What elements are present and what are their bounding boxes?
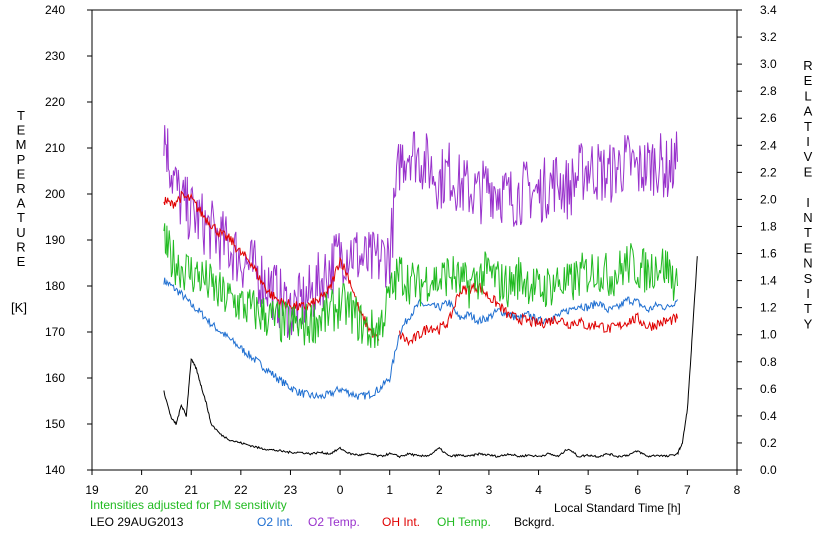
y-axis-left: 140 150 160 170 180 190 200 210 220 230 240 <box>45 3 92 477</box>
x-tick-label: 19 <box>85 483 99 497</box>
y-right-tick-label: 0.2 <box>760 436 777 450</box>
y-right-label-letter: N <box>803 256 812 271</box>
x-tick-label: 7 <box>684 483 691 497</box>
y-left-tick-label: 200 <box>45 187 65 201</box>
y-right-tick-label: 0.8 <box>760 355 777 369</box>
x-axis-title: Local Standard Time [h] <box>554 501 681 515</box>
y-axis-left-unit: [K] <box>11 300 27 315</box>
y-left-label-letter: M <box>16 137 27 152</box>
legend-oh-int: OH Int. <box>382 515 421 529</box>
y-right-tick-label: 2.8 <box>760 84 777 98</box>
y-right-tick-label: 1.0 <box>760 328 777 342</box>
y-right-label-letter: L <box>804 88 811 103</box>
x-tick-label: 23 <box>284 483 298 497</box>
x-tick-label: 2 <box>436 483 443 497</box>
y-left-label-letter: E <box>17 166 26 181</box>
series-line-o2-temp <box>163 125 678 338</box>
legend-bckgrd: Bckgrd. <box>514 515 555 529</box>
y-right-label-letter: E <box>804 73 813 88</box>
y-right-label-letter: Y <box>804 316 813 331</box>
x-tick-label: 3 <box>486 483 493 497</box>
y-axis-right: 0.0 0.2 0.4 0.6 0.8 1.0 1.2 1.4 1.6 1.8 2.0 2.2 2.4 2… <box>737 3 777 477</box>
x-tick-label: 0 <box>337 483 344 497</box>
y-left-label-letter: E <box>17 123 26 138</box>
series-layer <box>163 125 698 459</box>
y-right-tick-label: 1.2 <box>760 301 777 315</box>
x-tick-label: 8 <box>734 483 741 497</box>
y-right-label-letter: V <box>804 149 813 164</box>
y-right-label-letter: A <box>804 104 813 119</box>
y-right-tick-label: 3.2 <box>760 30 777 44</box>
y-left-tick-label: 150 <box>45 417 65 431</box>
y-right-tick-label: 1.4 <box>760 274 777 288</box>
x-tick-label: 6 <box>634 483 641 497</box>
y-right-tick-label: 0.0 <box>760 463 777 477</box>
y-left-label-letter: E <box>17 254 26 269</box>
y-right-label-letter: T <box>804 225 812 240</box>
y-left-label-letter: P <box>17 152 26 167</box>
y-right-tick-label: 2.0 <box>760 192 777 206</box>
y-right-label-letter: E <box>804 240 813 255</box>
y-left-label-letter: A <box>17 196 26 211</box>
y-right-tick-label: 2.2 <box>760 165 777 179</box>
series-line-oh-int <box>399 282 678 347</box>
x-tick-label: 22 <box>234 483 248 497</box>
y-left-label-letter: U <box>16 225 25 240</box>
x-axis: 19 20 21 22 23 0 1 2 3 4 5 6 7 8 <box>85 470 741 497</box>
y-right-label-letter: I <box>806 286 810 301</box>
series-line-o2-int <box>163 277 678 400</box>
y-left-label-letter: T <box>17 108 25 123</box>
legend-oh-temp: OH Temp. <box>437 515 491 529</box>
legend-o2-int: O2 Int. <box>257 515 294 529</box>
y-left-label-letter: T <box>17 210 25 225</box>
y-left-label-letter: R <box>16 181 25 196</box>
y-right-label-letter: I <box>806 195 810 210</box>
y-right-label-letter: S <box>804 271 813 286</box>
x-tick-label: 5 <box>585 483 592 497</box>
series-line-oh-int <box>163 190 380 341</box>
x-tick-label: 20 <box>135 483 149 497</box>
y-left-tick-label: 140 <box>45 463 65 477</box>
y-right-label-letter: T <box>804 119 812 134</box>
series-line-bckgrd <box>163 256 698 459</box>
y-left-tick-label: 190 <box>45 233 65 247</box>
y-right-tick-label: 2.6 <box>760 111 777 125</box>
y-right-tick-label: 0.6 <box>760 382 777 396</box>
y-left-tick-label: 230 <box>45 49 65 63</box>
y-left-tick-label: 220 <box>45 95 65 109</box>
y-right-tick-label: 1.8 <box>760 219 777 233</box>
x-tick-label: 21 <box>185 483 199 497</box>
y-left-tick-label: 210 <box>45 141 65 155</box>
y-right-label-letter: T <box>804 301 812 316</box>
y-right-tick-label: 0.4 <box>760 409 777 423</box>
x-tick-label: 4 <box>535 483 542 497</box>
y-right-label-letter: I <box>806 134 810 149</box>
y-left-label-letter: R <box>16 239 25 254</box>
y-right-label-letter: N <box>803 210 812 225</box>
y-right-tick-label: 1.6 <box>760 247 777 261</box>
y-left-tick-label: 240 <box>45 3 65 17</box>
series-line-oh-temp <box>163 223 678 349</box>
y-left-tick-label: 170 <box>45 325 65 339</box>
x-tick-label: 1 <box>386 483 393 497</box>
legend-o2-temp: O2 Temp. <box>308 515 360 529</box>
y-right-tick-label: 2.4 <box>760 138 777 152</box>
y-right-label-letter: E <box>804 164 813 179</box>
y-left-tick-label: 180 <box>45 279 65 293</box>
station-label: LEO 29AUG2013 <box>90 515 184 529</box>
y-right-tick-label: 3.0 <box>760 57 777 71</box>
y-right-label-letter: R <box>803 58 812 73</box>
sensitivity-note: Intensities adjusted for PM sensitivity <box>90 498 287 512</box>
plot-frame <box>91 9 738 471</box>
y-left-tick-label: 160 <box>45 371 65 385</box>
y-right-tick-label: 3.4 <box>760 3 777 17</box>
